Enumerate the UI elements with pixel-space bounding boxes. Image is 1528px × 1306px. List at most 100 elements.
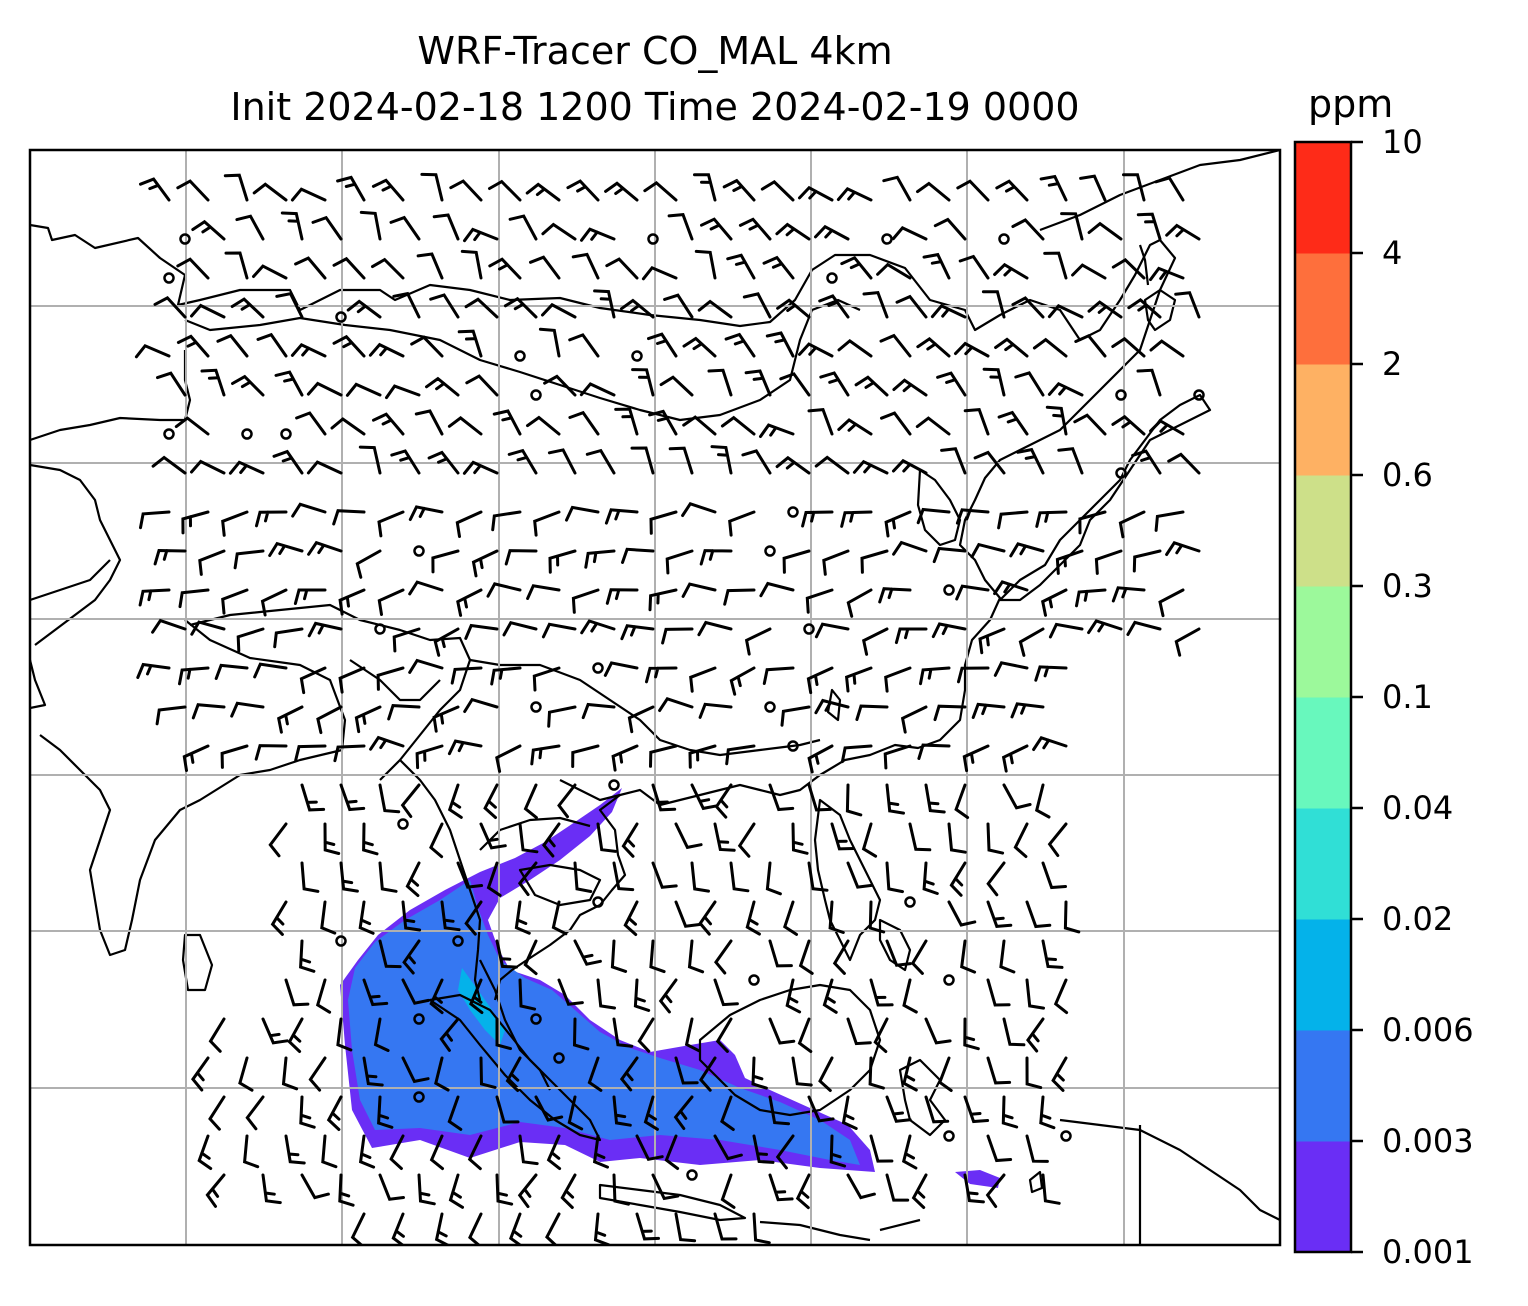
wind-barb — [523, 939, 538, 976]
wind-barb — [299, 939, 316, 973]
wind-barb — [307, 621, 343, 638]
wind-barb — [840, 744, 873, 764]
wind-barb — [200, 368, 226, 397]
wind-barb — [400, 783, 421, 818]
wind-barb — [176, 179, 210, 202]
wind-barb — [744, 627, 772, 656]
wind-barb — [369, 735, 405, 751]
wind-barb — [190, 459, 226, 475]
wind-barb — [651, 861, 678, 889]
wind-barb — [700, 217, 733, 241]
wind-barb — [358, 1134, 376, 1169]
calm-wind-marker — [530, 701, 542, 713]
wind-barb — [947, 822, 967, 854]
wind-barb — [837, 339, 873, 358]
calm-wind-marker — [413, 545, 425, 557]
wind-barb — [392, 291, 421, 319]
wind-barb — [985, 1173, 1006, 1208]
wind-barb — [828, 900, 845, 934]
wind-barb — [389, 215, 421, 241]
wind-barb — [571, 588, 600, 614]
wind-barb — [389, 1134, 405, 1170]
wind-barb — [986, 861, 1006, 897]
wind-barb — [1025, 900, 1052, 929]
wind-barb — [947, 900, 977, 927]
co-plume — [340, 788, 1000, 1188]
wind-barb — [885, 861, 904, 894]
wind-barb — [1174, 627, 1201, 657]
wind-barb — [986, 1134, 1013, 1163]
wind-barb — [845, 783, 863, 817]
wind-barb — [806, 666, 834, 695]
wind-barb — [350, 1212, 366, 1245]
calm-wind-marker — [397, 818, 409, 830]
wind-barb — [372, 412, 405, 436]
wind-barb — [682, 415, 717, 436]
wind-barb — [1158, 588, 1185, 618]
wind-barb — [981, 290, 1006, 319]
wind-barb — [994, 337, 1029, 358]
wind-barb — [541, 222, 577, 241]
wind-barb — [647, 332, 678, 358]
wind-barb — [546, 1134, 562, 1171]
wind-barb — [1010, 702, 1045, 719]
wind-barb — [720, 415, 756, 436]
wind-barb — [401, 1056, 430, 1084]
wind-barb — [547, 448, 577, 475]
wind-barb — [1111, 258, 1146, 280]
wind-barb — [272, 449, 304, 475]
wind-barb — [377, 510, 405, 538]
wind-barb — [439, 1017, 460, 1052]
wind-barb — [390, 449, 421, 475]
colorbar-tick-label: 4 — [1382, 234, 1403, 272]
wind-barb — [464, 623, 499, 640]
colorbar-segment — [1295, 919, 1351, 1031]
wind-barb — [198, 549, 226, 576]
wind-barb — [978, 627, 1006, 655]
colorbar-tick-label: 10 — [1382, 123, 1423, 161]
wind-barb — [294, 256, 327, 280]
colorbar-segment — [1295, 1030, 1351, 1142]
wind-barb — [1075, 588, 1107, 608]
wind-barb — [919, 666, 951, 686]
wind-barb — [315, 978, 332, 1014]
wind-barb — [362, 1056, 384, 1087]
wind-barb — [155, 705, 187, 726]
wind-barb — [402, 939, 421, 975]
wind-barb — [432, 705, 460, 733]
wind-barb — [713, 822, 736, 852]
wind-barb — [729, 666, 756, 696]
wind-barb — [565, 505, 600, 522]
wind-barb — [997, 510, 1029, 530]
wind-barb — [410, 335, 444, 358]
calm-wind-marker — [904, 896, 916, 908]
wind-barb — [916, 181, 951, 202]
calm-wind-marker — [163, 272, 175, 284]
wind-barb — [584, 549, 616, 569]
wind-barb — [293, 588, 327, 605]
wind-barb — [176, 334, 210, 358]
wind-barb — [1057, 447, 1084, 475]
wind-barb — [377, 588, 405, 616]
wind-barb — [416, 252, 444, 280]
wind-barb — [900, 705, 928, 734]
wind-barb — [580, 227, 616, 242]
wind-barb — [1087, 619, 1123, 635]
wind-barb — [414, 409, 444, 436]
wind-barb — [434, 1056, 450, 1092]
wind-barb — [651, 783, 677, 812]
wind-barb — [924, 783, 946, 814]
wind-barb — [924, 1017, 952, 1045]
wind-barb — [338, 666, 366, 694]
wind-barb — [517, 1173, 538, 1209]
wind-barb — [1045, 405, 1068, 436]
wind-barb — [783, 900, 798, 936]
wind-barb — [846, 861, 874, 889]
wind-barb — [377, 1095, 394, 1129]
wind-barb — [502, 620, 538, 637]
wind-barb — [385, 384, 421, 400]
wind-barb — [710, 445, 733, 475]
wind-barb — [541, 622, 577, 639]
colorbar-tick-label: 0.3 — [1382, 567, 1433, 605]
wind-barb — [878, 587, 912, 604]
